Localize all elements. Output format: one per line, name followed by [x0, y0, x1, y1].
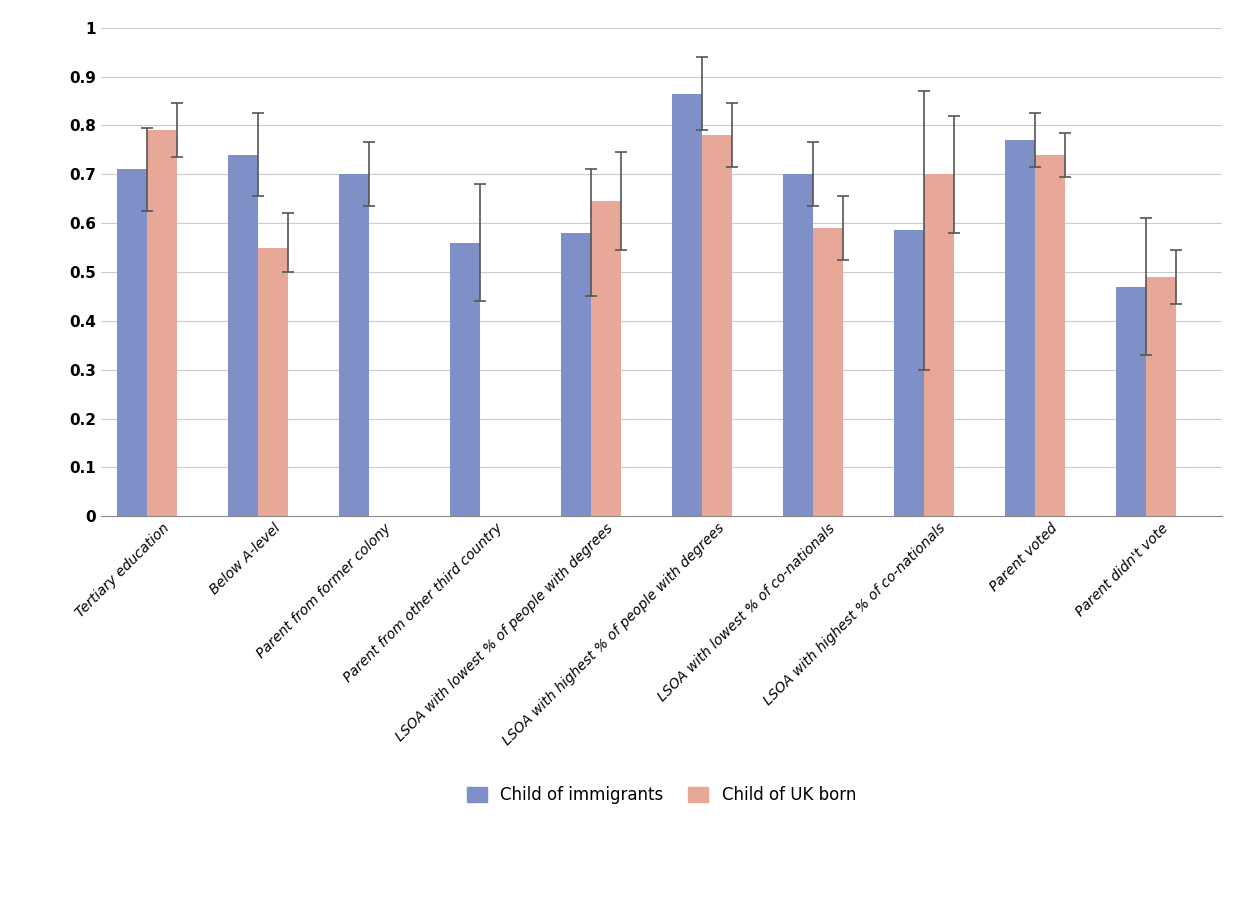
Bar	[672, 94, 702, 516]
Bar	[258, 248, 289, 516]
Bar	[1145, 277, 1176, 516]
Bar	[1034, 155, 1065, 516]
Bar	[117, 170, 147, 516]
Bar	[924, 174, 954, 516]
Bar	[147, 130, 178, 516]
Bar	[782, 174, 813, 516]
Bar	[702, 136, 732, 516]
Bar	[450, 242, 480, 516]
Bar	[813, 228, 843, 516]
Bar	[591, 201, 621, 516]
Bar	[228, 155, 258, 516]
Legend: Child of immigrants, Child of UK born: Child of immigrants, Child of UK born	[460, 780, 863, 811]
Bar	[1116, 287, 1145, 516]
Bar	[895, 230, 924, 516]
Bar	[561, 233, 591, 516]
Bar	[1005, 140, 1034, 516]
Bar	[339, 174, 369, 516]
